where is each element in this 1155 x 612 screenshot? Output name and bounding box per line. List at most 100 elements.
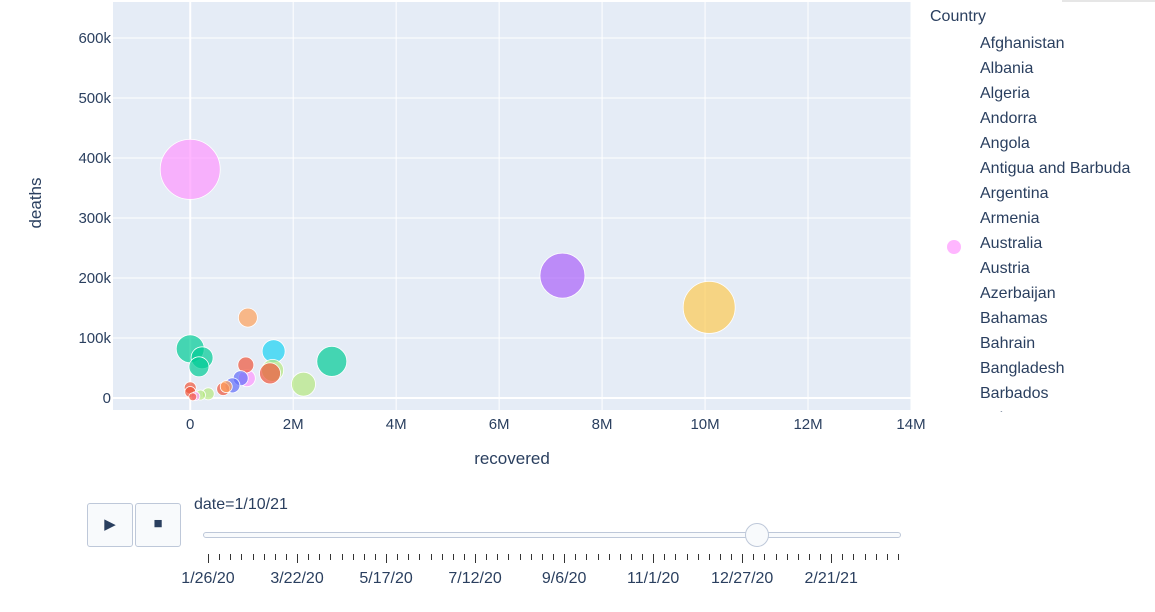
- plot-area: [113, 2, 911, 410]
- legend-label: Barbados: [980, 385, 1049, 402]
- legend-title: Country: [930, 8, 987, 25]
- slider-rail[interactable]: [203, 532, 901, 538]
- slider-tick: [808, 554, 810, 560]
- legend-item[interactable]: Belarus: [928, 408, 1155, 412]
- slider-tick: [864, 554, 866, 560]
- y-tick-label: 200k: [78, 270, 111, 287]
- slider-tick: [352, 554, 354, 560]
- legend-marker: [947, 390, 961, 404]
- slider-tick: [441, 554, 443, 560]
- legend-marker: [947, 290, 961, 304]
- legend-item[interactable]: Algeria: [928, 83, 1155, 108]
- y-tick-label: 600k: [78, 30, 111, 47]
- slider-tick-label: 1/26/20: [181, 570, 235, 587]
- slider-tick: [330, 554, 332, 560]
- legend-item[interactable]: Barbados: [928, 383, 1155, 408]
- legend-scrollbar[interactable]: [1062, 0, 1155, 2]
- legend-marker: [947, 165, 961, 179]
- x-tick-label: 0: [186, 416, 194, 433]
- legend-label: Bahrain: [980, 335, 1036, 352]
- slider-tick: [708, 554, 710, 560]
- legend-label: Albania: [980, 60, 1034, 77]
- legend-marker: [947, 65, 961, 79]
- play-button[interactable]: ▶: [87, 503, 133, 547]
- slider-tick: [731, 554, 733, 560]
- legend-marker: [947, 215, 961, 229]
- data-points: [159, 138, 736, 402]
- data-point[interactable]: [188, 356, 210, 378]
- slider-tick: [675, 554, 677, 560]
- slider-tick: [363, 554, 365, 560]
- legend-item[interactable]: Azerbaijan: [928, 283, 1155, 308]
- slider-tick: [230, 554, 232, 560]
- slider-tick: [319, 554, 321, 560]
- legend-item[interactable]: Antigua and Barbuda: [928, 158, 1155, 183]
- stop-button[interactable]: ■: [135, 503, 181, 547]
- data-point[interactable]: [539, 252, 586, 299]
- legend-item[interactable]: Afghanistan: [928, 33, 1155, 58]
- legend-item[interactable]: Argentina: [928, 183, 1155, 208]
- play-icon: ▶: [104, 516, 116, 533]
- legend-item[interactable]: Andorra: [928, 108, 1155, 133]
- x-tick-label: 8M: [592, 416, 613, 433]
- legend-item[interactable]: Austria: [928, 258, 1155, 283]
- slider-tick: [875, 554, 877, 560]
- slider-tick: [820, 554, 822, 560]
- data-point[interactable]: [316, 345, 348, 377]
- legend-label: Armenia: [980, 210, 1040, 227]
- x-tick-label: 6M: [489, 416, 510, 433]
- y-tick-label: 100k: [78, 330, 111, 347]
- legend-item[interactable]: Australia: [928, 233, 1155, 258]
- slider-tick: [374, 554, 376, 560]
- slider-tick: [341, 554, 343, 560]
- y-tick-label: 300k: [78, 210, 111, 227]
- slider-tick: [419, 554, 421, 560]
- legend-item[interactable]: Bahrain: [928, 333, 1155, 358]
- slider-handle[interactable]: [744, 523, 769, 547]
- grid-lines: [113, 2, 912, 410]
- slider-tick-label: 2/21/21: [804, 570, 858, 587]
- legend-item[interactable]: Albania: [928, 58, 1155, 83]
- stop-icon: ■: [153, 515, 163, 532]
- axis-ticks: 0 2M 4M 6M 8M 10M 12M 14M 0 100k 200k 300k 400k 500k 6…: [78, 30, 925, 433]
- slider-tick: [608, 554, 610, 560]
- slider-tick: [386, 554, 388, 563]
- slider-tick: [452, 554, 454, 560]
- data-point[interactable]: [188, 392, 198, 402]
- data-point[interactable]: [219, 380, 233, 394]
- slider-tick: [586, 554, 588, 560]
- x-tick-label: 14M: [896, 416, 925, 433]
- data-point[interactable]: [291, 371, 316, 397]
- x-tick-label: 2M: [283, 416, 304, 433]
- slider-tick: [263, 554, 265, 560]
- slider-tick: [842, 554, 844, 560]
- data-point[interactable]: [237, 307, 258, 328]
- slider-tick: [630, 554, 632, 560]
- y-tick-label: 500k: [78, 90, 111, 107]
- slider-tick-label: 12/27/20: [711, 570, 774, 587]
- slider-tick: [475, 554, 477, 563]
- legend-item[interactable]: Armenia: [928, 208, 1155, 233]
- data-point[interactable]: [159, 138, 221, 200]
- data-point[interactable]: [259, 362, 281, 385]
- data-point[interactable]: [682, 280, 736, 334]
- slider-tick-label: 5/17/20: [359, 570, 413, 587]
- slider-tick: [853, 554, 855, 560]
- slider-tick: [642, 554, 644, 560]
- slider-tick: [764, 554, 766, 560]
- slider-tick: [430, 554, 432, 560]
- slider-tick-label: 9/6/20: [541, 570, 587, 587]
- x-axis-title: recovered: [474, 449, 550, 468]
- legend-label: Bahamas: [980, 310, 1048, 327]
- legend-marker: [947, 190, 961, 204]
- legend-item[interactable]: Bangladesh: [928, 358, 1155, 383]
- slider-tick: [241, 554, 243, 560]
- legend-item[interactable]: Angola: [928, 133, 1155, 158]
- slider-tick-label: 11/1/20: [627, 570, 680, 587]
- legend-label: Afghanistan: [980, 35, 1065, 52]
- legend-item[interactable]: Bahamas: [928, 308, 1155, 333]
- y-axis-title: deaths: [26, 177, 45, 228]
- legend-label: Antigua and Barbuda: [980, 160, 1131, 177]
- legend-marker: [947, 40, 961, 54]
- x-tick-label: 10M: [690, 416, 719, 433]
